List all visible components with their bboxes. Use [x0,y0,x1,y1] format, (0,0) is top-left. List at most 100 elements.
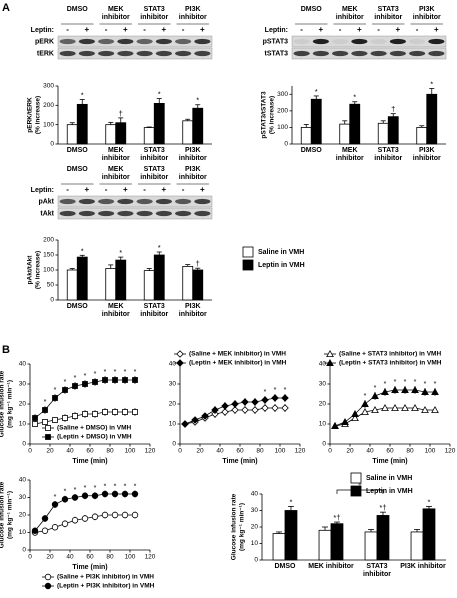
marker [102,377,108,383]
marker [101,511,109,519]
y-tick-label: 30 [319,381,327,388]
x-tick-label: 0 [178,448,182,455]
legend-label: Leptin in VMH [258,262,305,269]
bar [416,127,428,145]
bar [272,533,286,561]
significance-label: † [196,259,200,268]
y-tick-label: 40 [251,491,259,498]
blot-band [370,38,387,45]
blot-band [78,50,95,57]
y-tick-label: 40 [19,477,27,484]
blot-band [155,38,172,45]
marker [341,417,349,426]
x-tick-label: 0 [328,448,332,455]
bar [410,531,424,561]
blot-band [117,38,134,45]
blot-band [428,50,445,57]
legend-label: (Leptin + PI3K inhibitor) in VMH [57,583,155,590]
bar [143,270,155,301]
y-axis-label: pERK/tERK [27,97,34,133]
bar [426,93,438,145]
blot-band [293,38,310,45]
marker [52,395,58,401]
marker [82,411,88,417]
x-tick-label: 60 [236,448,244,455]
legend-marker [326,349,334,358]
blot-strip [57,195,213,208]
blot-row-label: tAkt [40,210,54,217]
significance-label: * [404,379,407,386]
y-tick-label: 0 [322,441,326,448]
y-tick-label: 300 [43,83,54,90]
significance-label: * [74,375,77,382]
y-tick-label: 20 [251,524,259,531]
significance-label: *† [379,503,386,512]
blot-sign: + [85,185,90,194]
significance-label: * [64,379,67,386]
blot-band [98,210,115,217]
blot-strip [57,47,213,60]
significance-label: * [424,381,427,388]
marker [261,404,269,412]
blot-sign: - [182,185,185,194]
marker [111,490,119,498]
x-tick-label: 80 [106,448,114,455]
y-axis-label: Glucose infusion rate [0,481,6,548]
bar [300,127,312,145]
significance-label: * [84,373,87,380]
significance-label: * [94,485,97,492]
marker [391,385,399,394]
marker [391,403,399,412]
significance-label: * [353,93,356,102]
blot-band [389,38,406,45]
blot-header: DMSO [66,6,88,13]
legend-label: (Leptin + STAT3 inhibitor) in VMH [339,360,442,367]
blot-band [136,198,153,205]
blot-band [194,38,211,45]
legend-label: (Saline + STAT3 inhibitor) in VMH [339,351,441,358]
legend-swatch [350,485,362,497]
y-tick-label: 0 [22,441,26,448]
marker [71,517,79,524]
bar [318,529,332,561]
blot-strip [291,47,447,60]
marker [371,405,379,414]
x-tick-label: 0 [28,554,32,561]
significance-label: * [274,387,277,394]
blot-strip [57,35,213,48]
marker [251,406,259,414]
blot-header: PI3K inhibitor [412,6,441,21]
x-tick-label: 20 [346,448,354,455]
y-tick-label: 100 [277,124,288,131]
legend-swatch [350,472,362,484]
legend-marker [44,573,52,581]
marker [72,383,78,389]
y-tick-label: 30 [251,507,259,514]
blot-band [59,198,76,205]
x-tick-label: MEK inhibitor [308,563,354,570]
blot-band [332,50,349,57]
y-axis-label: (mg kg⁻¹ min⁻¹) [239,503,246,551]
marker [371,391,379,400]
blot-sign: - [416,25,419,34]
blot-sign: - [66,185,69,194]
marker [102,409,108,415]
blot-sign: - [377,25,380,34]
marker [71,494,79,501]
marker [42,407,48,413]
marker [221,402,229,410]
y-tick-label: 150 [43,252,54,259]
marker [41,515,49,522]
marker [51,501,59,508]
y-tick-label: 300 [277,91,288,98]
y-tick-label: 30 [19,494,27,501]
marker [112,377,118,383]
blot-sign: + [162,185,167,194]
blot-sign: - [105,25,108,34]
marker [271,404,279,412]
x-tick-label: 80 [106,554,114,561]
blot-band [98,50,115,57]
marker [351,413,359,422]
legend-label: (Saline + MEK inhibitor) in VMH [189,351,286,358]
marker [361,399,369,408]
